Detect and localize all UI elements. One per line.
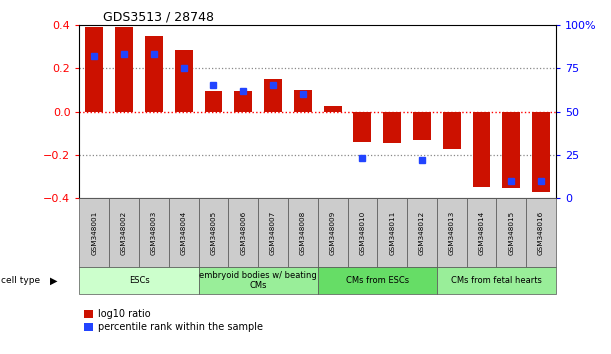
Bar <box>294 90 312 112</box>
Bar <box>473 112 491 187</box>
Bar <box>502 112 520 188</box>
Text: GSM348004: GSM348004 <box>181 211 187 255</box>
Text: GSM348001: GSM348001 <box>91 211 97 255</box>
Bar <box>324 106 342 112</box>
Bar <box>288 198 318 267</box>
Bar <box>437 198 467 267</box>
Text: ESCs: ESCs <box>129 276 149 285</box>
Text: CMs from fetal hearts: CMs from fetal hearts <box>451 276 542 285</box>
Text: GSM348008: GSM348008 <box>300 211 306 255</box>
Bar <box>437 267 556 294</box>
Bar <box>175 50 192 112</box>
Bar <box>467 198 496 267</box>
Text: ▶: ▶ <box>50 275 57 286</box>
Bar <box>199 198 229 267</box>
Text: GSM348009: GSM348009 <box>329 211 335 255</box>
Text: GDS3513 / 28748: GDS3513 / 28748 <box>103 11 214 24</box>
Bar <box>378 198 407 267</box>
Bar <box>199 267 318 294</box>
Bar <box>532 112 550 192</box>
Text: GSM348005: GSM348005 <box>210 211 216 255</box>
Bar <box>139 198 169 267</box>
Text: GSM348003: GSM348003 <box>151 211 157 255</box>
Text: CMs from ESCs: CMs from ESCs <box>346 276 409 285</box>
Legend: log10 ratio, percentile rank within the sample: log10 ratio, percentile rank within the … <box>84 309 263 332</box>
Bar <box>79 267 199 294</box>
Text: GSM348014: GSM348014 <box>478 211 485 255</box>
Text: GSM348016: GSM348016 <box>538 211 544 255</box>
Bar <box>115 27 133 112</box>
Bar <box>526 198 556 267</box>
Bar <box>348 198 378 267</box>
Bar <box>169 198 199 267</box>
Bar <box>318 198 348 267</box>
Bar <box>318 267 437 294</box>
Bar <box>145 36 163 112</box>
Bar <box>109 198 139 267</box>
Bar <box>258 198 288 267</box>
Text: embryoid bodies w/ beating
CMs: embryoid bodies w/ beating CMs <box>199 271 317 290</box>
Text: cell type: cell type <box>1 276 40 285</box>
Bar <box>86 27 103 112</box>
Text: GSM348013: GSM348013 <box>448 211 455 255</box>
Bar <box>496 198 526 267</box>
Bar <box>264 79 282 112</box>
Bar <box>407 198 437 267</box>
Bar <box>235 91 252 112</box>
Text: GSM348011: GSM348011 <box>389 211 395 255</box>
Bar <box>79 198 109 267</box>
Bar <box>205 91 222 112</box>
Bar <box>229 198 258 267</box>
Bar <box>443 112 461 149</box>
Bar <box>413 112 431 140</box>
Text: GSM348010: GSM348010 <box>359 211 365 255</box>
Text: GSM348007: GSM348007 <box>270 211 276 255</box>
Bar <box>383 112 401 143</box>
Bar <box>353 112 371 142</box>
Text: GSM348006: GSM348006 <box>240 211 246 255</box>
Text: GSM348015: GSM348015 <box>508 211 514 255</box>
Text: GSM348002: GSM348002 <box>121 211 127 255</box>
Text: GSM348012: GSM348012 <box>419 211 425 255</box>
